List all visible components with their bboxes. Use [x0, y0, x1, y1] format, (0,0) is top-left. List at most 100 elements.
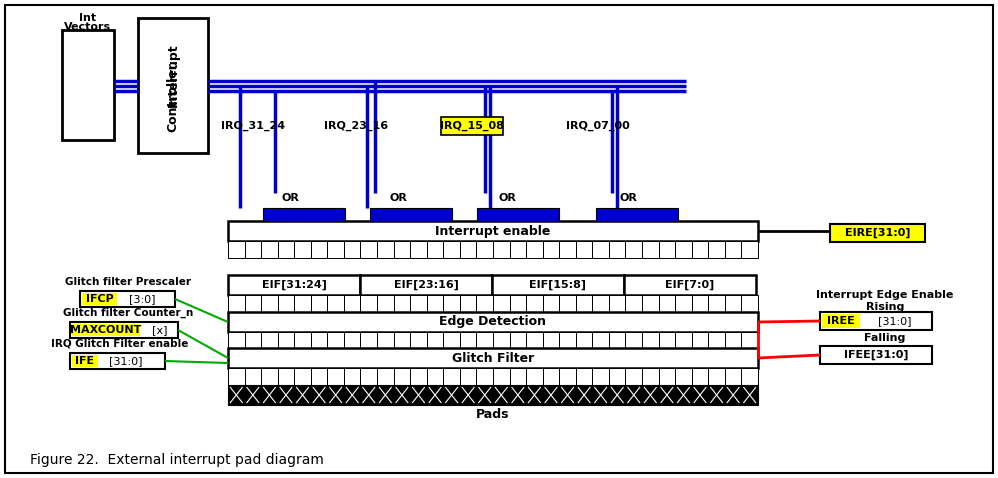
Bar	[526, 295, 543, 312]
Text: IFEE[31:0]: IFEE[31:0]	[843, 350, 908, 360]
Bar	[427, 368, 443, 385]
Bar	[725, 332, 742, 349]
Bar	[327, 368, 344, 385]
Bar	[294, 368, 310, 385]
Bar	[427, 241, 443, 258]
Text: EIF[31:24]: EIF[31:24]	[261, 280, 326, 290]
Bar	[609, 241, 626, 258]
Bar	[460, 368, 476, 385]
Bar	[593, 332, 609, 349]
Bar	[709, 368, 725, 385]
Bar	[310, 332, 327, 349]
Bar	[626, 332, 642, 349]
Text: OR: OR	[619, 193, 637, 203]
Bar	[559, 295, 576, 312]
Bar	[70, 322, 178, 338]
Bar	[510, 368, 526, 385]
Bar	[626, 295, 642, 312]
Bar	[410, 385, 427, 405]
Text: [31:0]: [31:0]	[878, 316, 912, 326]
Text: IRQ_23_16: IRQ_23_16	[324, 121, 388, 131]
Bar	[559, 368, 576, 385]
Bar	[294, 241, 310, 258]
Bar	[443, 385, 460, 405]
Bar	[327, 385, 344, 405]
Bar	[393, 368, 410, 385]
Text: IRQ_15_08: IRQ_15_08	[440, 121, 504, 131]
Bar	[659, 385, 676, 405]
Bar	[543, 368, 559, 385]
Bar	[410, 241, 427, 258]
Bar	[822, 314, 860, 328]
Bar	[360, 241, 377, 258]
Bar	[228, 312, 758, 332]
Bar	[377, 368, 393, 385]
Bar	[492, 275, 624, 295]
Bar	[228, 332, 245, 349]
Bar	[820, 346, 932, 364]
Bar	[476, 295, 493, 312]
Bar	[245, 385, 261, 405]
Bar	[692, 385, 709, 405]
Bar	[742, 241, 758, 258]
Bar	[460, 295, 476, 312]
Bar	[609, 368, 626, 385]
Bar	[294, 295, 310, 312]
Bar	[692, 295, 709, 312]
Bar	[593, 368, 609, 385]
Bar	[559, 241, 576, 258]
Text: MAXCOUNT: MAXCOUNT	[70, 325, 142, 335]
Text: [x]: [x]	[153, 325, 168, 335]
Text: IRQ_31_24: IRQ_31_24	[221, 121, 285, 131]
Bar	[526, 241, 543, 258]
Bar	[526, 385, 543, 405]
Bar	[559, 385, 576, 405]
Bar	[659, 241, 676, 258]
Bar	[460, 241, 476, 258]
Bar	[360, 332, 377, 349]
Bar	[477, 208, 559, 221]
Text: Interrupt: Interrupt	[167, 43, 180, 108]
Bar	[493, 241, 510, 258]
Bar	[526, 332, 543, 349]
Bar	[410, 332, 427, 349]
Bar	[261, 368, 277, 385]
Bar	[725, 368, 742, 385]
Text: Interrupt enable: Interrupt enable	[435, 225, 551, 238]
Bar	[593, 241, 609, 258]
Bar	[294, 332, 310, 349]
Bar	[692, 332, 709, 349]
Bar	[709, 332, 725, 349]
Text: Glitch Filter: Glitch Filter	[452, 351, 534, 365]
Bar	[344, 385, 360, 405]
Bar	[261, 295, 277, 312]
Bar	[261, 241, 277, 258]
Bar	[443, 368, 460, 385]
Bar	[476, 385, 493, 405]
Text: Controller: Controller	[167, 63, 180, 132]
Bar	[443, 295, 460, 312]
Bar	[228, 241, 245, 258]
Bar	[344, 295, 360, 312]
Bar	[543, 295, 559, 312]
Bar	[476, 368, 493, 385]
Text: OR: OR	[281, 193, 299, 203]
Bar	[659, 368, 676, 385]
Bar	[443, 332, 460, 349]
Bar	[245, 368, 261, 385]
Text: EIF[7:0]: EIF[7:0]	[666, 280, 715, 290]
Bar	[676, 295, 692, 312]
Bar	[676, 241, 692, 258]
Bar	[228, 295, 245, 312]
Bar	[80, 291, 175, 307]
Bar	[596, 208, 678, 221]
Bar	[626, 368, 642, 385]
Bar	[659, 332, 676, 349]
Bar	[460, 332, 476, 349]
Bar	[725, 241, 742, 258]
Text: IFCP: IFCP	[86, 294, 114, 304]
Bar	[709, 241, 725, 258]
Bar	[593, 295, 609, 312]
Bar	[742, 332, 758, 349]
Bar	[245, 295, 261, 312]
